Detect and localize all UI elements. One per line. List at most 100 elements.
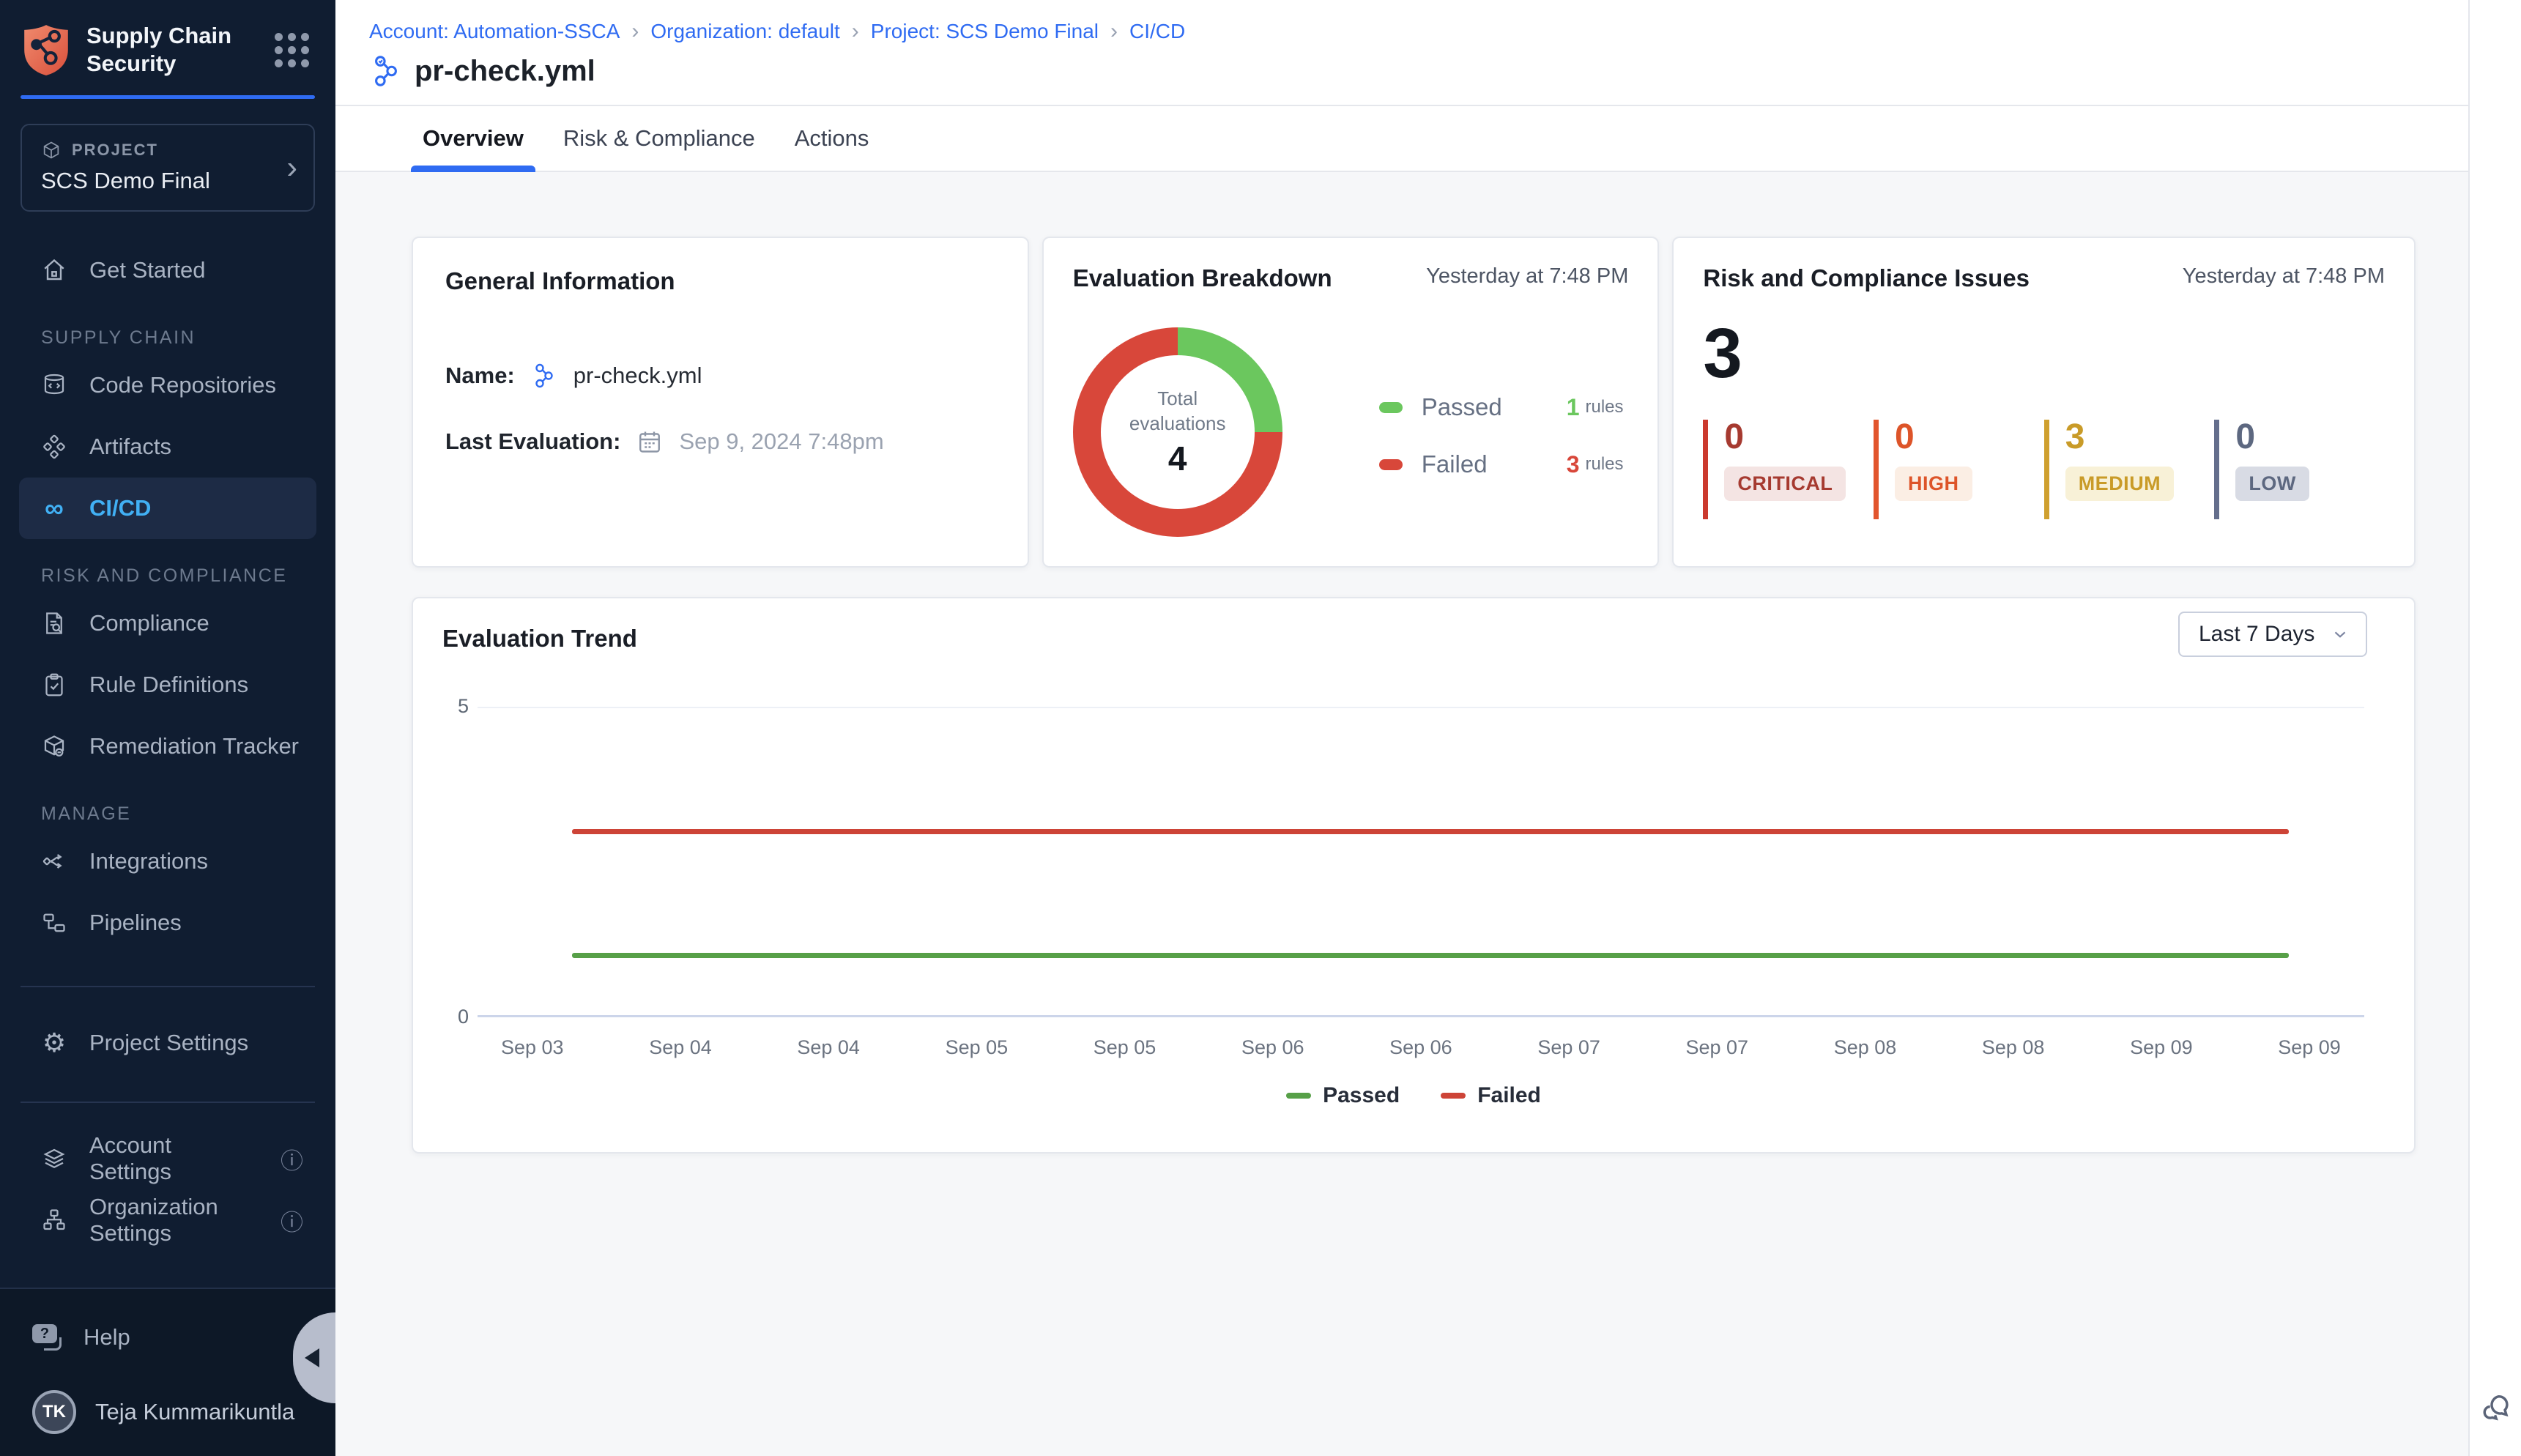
- x-tick-label: Sep 07: [1537, 1036, 1600, 1058]
- x-tick-label: Sep 09: [2130, 1036, 2193, 1058]
- sidebar-item-cicd[interactable]: ∞ CI/CD: [19, 478, 316, 539]
- sidebar-item-label: Organization Settings: [89, 1194, 218, 1246]
- sidebar-item-project-settings[interactable]: ⚙ Project Settings: [0, 1012, 335, 1074]
- summary-cards-row: General Information Name: pr-check.yml L…: [412, 237, 2416, 568]
- sidebar-item-organization-settings[interactable]: Organization Settings ⓘ: [0, 1189, 335, 1251]
- sidebar-item-rule-definitions[interactable]: Rule Definitions: [0, 654, 335, 716]
- trend-line-chart: [478, 707, 2364, 1017]
- timestamp: Yesterday at 7:48 PM: [1426, 264, 1629, 288]
- breadcrumb-link-organization[interactable]: Organization: default: [650, 20, 840, 42]
- severity-count: 0: [1895, 417, 1915, 456]
- sidebar-divider: [21, 986, 315, 987]
- sidebar-item-pipelines[interactable]: Pipelines: [0, 892, 335, 954]
- app-switcher-icon[interactable]: [275, 32, 309, 67]
- name-label: Name:: [445, 363, 515, 388]
- user-menu[interactable]: TK Teja Kummarikuntla: [0, 1390, 335, 1434]
- title-row: pr-check.yml: [369, 54, 2468, 88]
- app-logo-row: Supply Chain Security: [0, 0, 335, 78]
- sidebar-item-label: Project Settings: [89, 1030, 249, 1055]
- general-information-card: General Information Name: pr-check.yml L…: [412, 237, 1029, 568]
- last-evaluation-value: Sep 9, 2024 7:48pm: [679, 428, 884, 454]
- sidebar-item-compliance[interactable]: Compliance: [0, 593, 335, 654]
- code-repository-icon: [44, 374, 64, 395]
- tab-risk-compliance[interactable]: Risk & Compliance: [563, 125, 755, 151]
- sidebar-item-artifacts[interactable]: Artifacts: [0, 416, 335, 478]
- sidebar-item-code-repositories[interactable]: Code Repositories: [0, 354, 335, 416]
- legend-item-passed: Passed 1 rules: [1378, 393, 1624, 421]
- failed-trend-line: [571, 828, 2289, 834]
- chat-launcher-button[interactable]: [2479, 1391, 2512, 1428]
- last-evaluation-label: Last Evaluation:: [445, 428, 621, 454]
- legend-count: 1: [1566, 393, 1580, 420]
- failed-marker: [1378, 458, 1403, 470]
- breadcrumb-link-cicd[interactable]: CI/CD: [1129, 20, 1186, 42]
- shield-logo-icon: [24, 25, 68, 75]
- compliance-document-icon: [46, 612, 62, 634]
- card-title: General Information: [445, 267, 675, 294]
- sidebar-section-risk-and-compliance: RISK AND COMPLIANCE: [41, 565, 288, 586]
- project-name: SCS Demo Final: [41, 168, 210, 193]
- sidebar-item-label: Compliance: [89, 610, 209, 636]
- donut-center-label: Total evaluations: [1129, 387, 1226, 434]
- tab-overview[interactable]: Overview: [411, 106, 535, 172]
- page-header: Account: Automation-SSCA › Organization:…: [335, 0, 2468, 106]
- project-selector[interactable]: PROJECT SCS Demo Final ›: [21, 124, 315, 212]
- cube-icon: [43, 141, 59, 159]
- tab-actions[interactable]: Actions: [794, 125, 869, 151]
- x-tick-label: Sep 03: [501, 1036, 564, 1058]
- time-range-dropdown[interactable]: Last 7 Days: [2178, 612, 2367, 657]
- card-title: Risk and Compliance Issues: [1703, 264, 2030, 291]
- severity-count: 0: [2235, 417, 2256, 456]
- sidebar-item-label: Artifacts: [89, 434, 171, 459]
- info-icon[interactable]: ⓘ: [281, 1148, 303, 1174]
- legend-unit: rules: [1585, 454, 1624, 474]
- page-title: pr-check.yml: [415, 54, 595, 87]
- x-tick-label: Sep 09: [2278, 1036, 2341, 1058]
- legend-count: 3: [1566, 450, 1580, 478]
- home-icon: [44, 259, 64, 281]
- timestamp: Yesterday at 7:48 PM: [2182, 264, 2385, 288]
- breakdown-legend: Passed 1 rules Failed 3 rules: [1378, 393, 1624, 508]
- info-icon[interactable]: ⓘ: [281, 1209, 303, 1236]
- calendar-icon: [639, 431, 661, 453]
- legend-item-passed: Passed: [1286, 1083, 1400, 1108]
- remediation-tracker-icon: [44, 735, 64, 757]
- chevron-right-icon: ›: [286, 149, 297, 185]
- name-value: pr-check.yml: [573, 363, 702, 388]
- avatar: TK: [32, 1390, 76, 1434]
- sidebar-item-account-settings[interactable]: Account Settings ⓘ: [0, 1128, 335, 1189]
- gear-icon: ⚙: [42, 1028, 67, 1058]
- severity-count: 3: [2065, 417, 2085, 456]
- pipelines-icon: [43, 913, 65, 932]
- sidebar-item-remediation-tracker[interactable]: Remediation Tracker: [0, 716, 335, 777]
- breadcrumb-separator: ›: [631, 19, 639, 43]
- page-content: General Information Name: pr-check.yml L…: [335, 172, 2468, 1456]
- tab-bar: Overview Risk & Compliance Actions: [335, 106, 2468, 172]
- card-title: Evaluation Breakdown: [1072, 264, 1332, 291]
- account-settings-icon: [43, 1148, 65, 1168]
- help-chat-icon: ?: [32, 1324, 62, 1351]
- help-button[interactable]: ? Help: [0, 1307, 335, 1368]
- donut-center-value: 4: [1167, 439, 1187, 478]
- breadcrumb-link-project[interactable]: Project: SCS Demo Final: [870, 20, 1099, 42]
- sidebar-item-get-started[interactable]: Get Started: [0, 239, 335, 301]
- breadcrumb-link-account[interactable]: Account: Automation-SSCA: [369, 20, 620, 42]
- organization-settings-icon: [43, 1209, 65, 1230]
- evaluation-trend-card: Evaluation Trend Last 7 Days 5 0 Sep 03 S…: [412, 597, 2416, 1154]
- x-tick-label: Sep 05: [945, 1036, 1009, 1058]
- severity-low: 0 LOW: [2214, 420, 2385, 519]
- sidebar-item-integrations[interactable]: Integrations: [0, 831, 335, 892]
- sidebar-item-label: Pipelines: [89, 910, 182, 935]
- sidebar-item-label: Rule Definitions: [89, 672, 249, 697]
- sidebar-item-label: Account Settings: [89, 1132, 172, 1184]
- passed-trend-line: [571, 953, 2289, 959]
- evaluation-donut-chart: Total evaluations 4: [1072, 327, 1282, 537]
- x-tick-label: Sep 06: [1389, 1036, 1452, 1058]
- evaluation-breakdown-card: Evaluation Breakdown Yesterday at 7:48 P…: [1042, 237, 1660, 568]
- severity-badge: HIGH: [1895, 467, 1972, 501]
- failed-line-marker: [1441, 1093, 1466, 1099]
- legend-label: Passed: [1323, 1083, 1400, 1107]
- legend-label: Passed: [1421, 393, 1502, 420]
- total-issues-count: 3: [1703, 314, 1742, 393]
